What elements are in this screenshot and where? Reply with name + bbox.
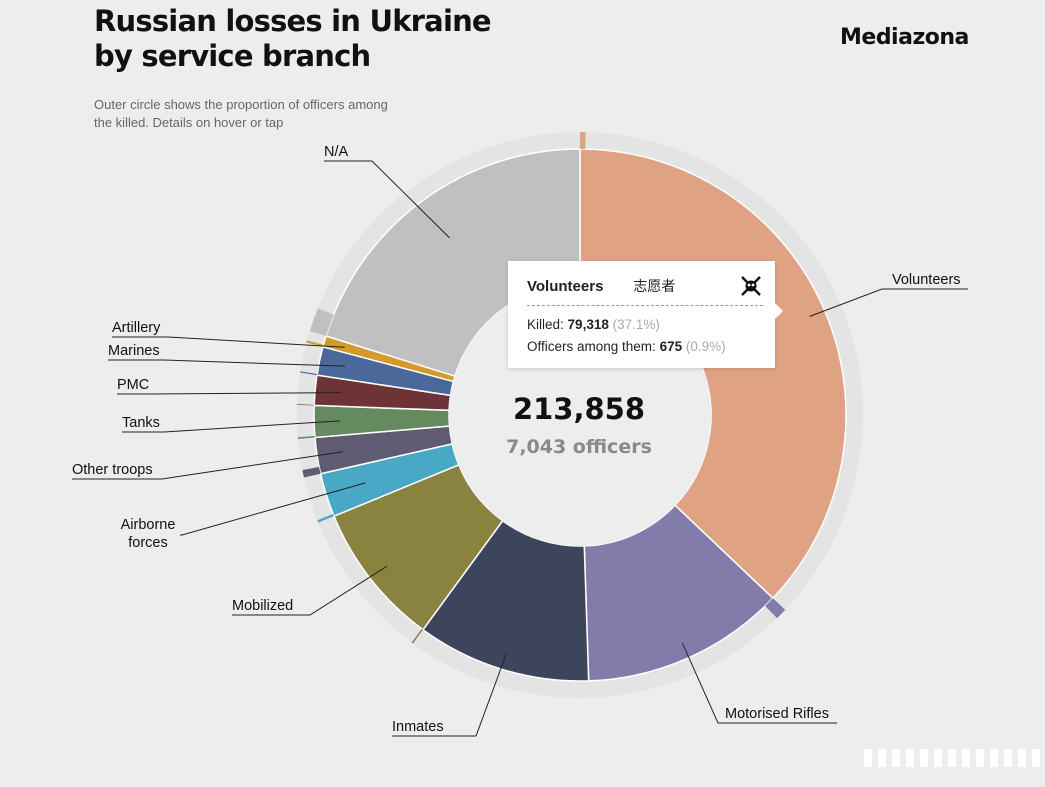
officer-arc-mobilized[interactable] <box>411 628 423 644</box>
tooltip-officers-value: 675 <box>659 339 683 354</box>
tooltip: Volunteers 志愿者 Killed: 79,318 (37.1%) Of… <box>508 261 783 368</box>
leader-line-inmates <box>392 653 507 737</box>
label-pmc: PMC <box>117 377 149 393</box>
leader-line-motorised-rifles <box>681 642 837 724</box>
title-line-1: Russian losses in Ukraine <box>94 4 492 38</box>
chart-subtitle: Outer circle shows the proportion of off… <box>94 97 388 130</box>
leader-line-airborne-forces <box>180 482 366 536</box>
officer-arc-other-troops[interactable] <box>302 466 321 478</box>
tooltip-killed-pct: (37.1%) <box>612 317 660 332</box>
pager-strip[interactable] <box>864 749 1045 767</box>
leader-line-volunteers <box>809 288 968 317</box>
tooltip-branch-name: Volunteers <box>527 277 604 295</box>
leader-line-pmc <box>117 392 342 395</box>
tooltip-officers-row: Officers among them: 675 (0.9%) <box>527 339 726 354</box>
officer-arc-marines[interactable] <box>300 371 318 376</box>
officer-arc-pmc[interactable] <box>297 404 315 406</box>
label-n-a: N/A <box>324 144 349 160</box>
tooltip-alt-name: 志愿者 <box>633 279 676 295</box>
tooltip-officers-pct: (0.9%) <box>685 339 726 354</box>
label-volunteers: Volunteers <box>892 272 961 288</box>
label-other-troops: Other troops <box>72 462 153 478</box>
total-officers: 7,043 officers <box>506 436 652 458</box>
leader-line-other-troops <box>72 451 343 480</box>
label-tanks: Tanks <box>122 415 160 431</box>
label-inmates: Inmates <box>392 719 444 735</box>
officer-arc-volunteers[interactable] <box>580 132 586 150</box>
tooltip-killed-value: 79,318 <box>567 317 609 332</box>
officer-arc-airborne-forces[interactable] <box>317 513 334 523</box>
leader-line-artillery <box>112 336 345 348</box>
leader-line-marines <box>108 359 346 367</box>
officer-arc-tanks[interactable] <box>297 435 315 439</box>
label-motorised-rifles: Motorised Rifles <box>725 706 829 722</box>
tooltip-killed-row: Killed: 79,318 (37.1%) <box>527 317 660 332</box>
total-killed: 213,858 <box>513 392 645 426</box>
officer-arc-n-a[interactable] <box>309 308 334 336</box>
label-airborne-forces: Airborne forces <box>121 517 176 551</box>
officer-arc-motorised-rifles[interactable] <box>765 598 786 619</box>
page-title: Russian losses in Ukraine by service bra… <box>94 4 492 74</box>
officer-arc-artillery[interactable] <box>306 340 324 347</box>
label-artillery: Artillery <box>112 320 161 336</box>
label-marines: Marines <box>108 343 160 359</box>
brand-logo[interactable]: Mediazona <box>840 25 969 50</box>
leader-line-tanks <box>122 420 341 433</box>
leader-line-mobilized <box>232 565 388 616</box>
wagner-skull-icon <box>741 276 761 296</box>
title-line-2: by service branch <box>94 39 371 73</box>
leader-line-n-a <box>324 160 450 239</box>
label-mobilized: Mobilized <box>232 598 293 614</box>
